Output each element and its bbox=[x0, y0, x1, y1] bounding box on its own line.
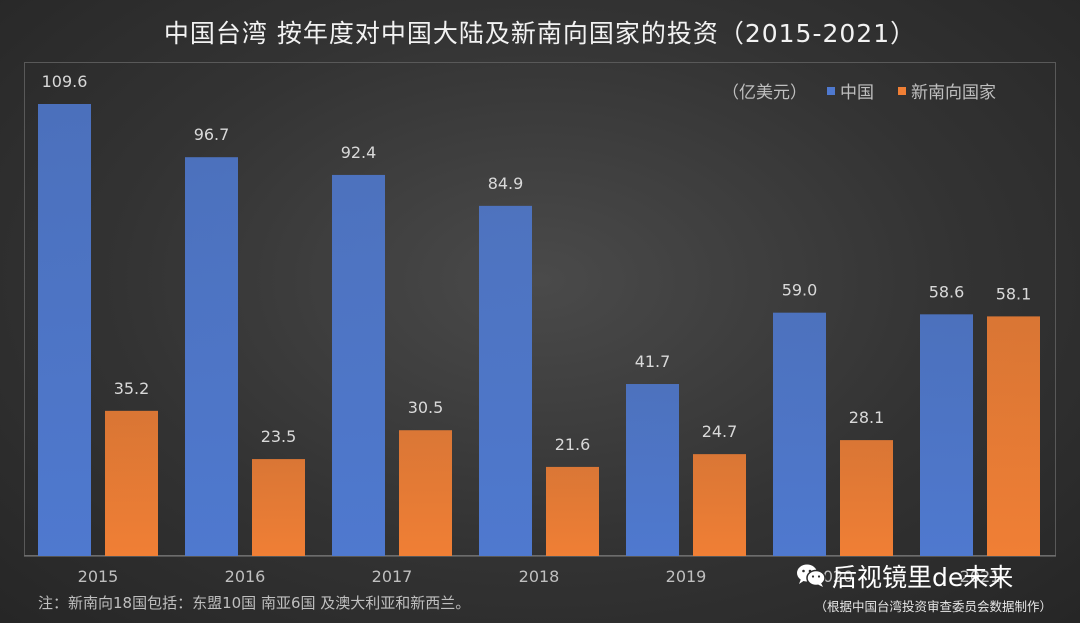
bar-china-2019 bbox=[626, 384, 679, 556]
bar-nsp-2021 bbox=[987, 316, 1040, 556]
legend-swatch-nsp bbox=[898, 86, 906, 95]
bar-nsp-2015 bbox=[105, 410, 158, 556]
legend-item-china: 中国 bbox=[827, 78, 874, 103]
legend-label-nsp: 新南向国家 bbox=[911, 83, 996, 103]
data-label-china-2020: 59.0 bbox=[782, 281, 818, 300]
watermark: 后视镜里de未来 bbox=[796, 558, 1013, 594]
legend-item-nsp: 新南向国家 bbox=[898, 78, 996, 103]
data-label-china-2017: 92.4 bbox=[341, 143, 377, 162]
wechat-icon bbox=[796, 563, 826, 589]
x-tick-label-2018: 2018 bbox=[519, 567, 560, 586]
data-label-nsp-2016: 23.5 bbox=[261, 427, 297, 446]
bar-china-2018 bbox=[479, 205, 532, 556]
data-source: （根据中国台湾投资审查委员会数据制作） bbox=[814, 599, 1052, 614]
footnote: 注：新南向18国包括：东盟10国 南亚6国 及澳大利亚和新西兰。 bbox=[38, 594, 471, 612]
bar-china-2021 bbox=[920, 314, 973, 556]
data-label-china-2021: 58.6 bbox=[929, 282, 965, 301]
data-label-china-2016: 96.7 bbox=[194, 125, 230, 144]
x-tick-label-2019: 2019 bbox=[666, 567, 707, 586]
data-label-nsp-2015: 35.2 bbox=[114, 379, 150, 398]
legend-label-china: 中国 bbox=[840, 83, 874, 103]
chart-title: 中国台湾 按年度对中国大陆及新南向国家的投资（2015-2021） bbox=[163, 19, 917, 48]
legend: （亿美元） 中国 新南向国家 bbox=[722, 78, 1014, 103]
bar-nsp-2020 bbox=[840, 440, 893, 556]
data-label-nsp-2018: 21.6 bbox=[555, 435, 591, 454]
bar-china-2017 bbox=[332, 174, 385, 556]
data-label-china-2018: 84.9 bbox=[488, 174, 524, 193]
bar-nsp-2017 bbox=[399, 430, 452, 556]
legend-unit: （亿美元） bbox=[722, 83, 807, 103]
legend-swatch-china bbox=[827, 86, 835, 95]
watermark-text: 后视镜里de未来 bbox=[832, 563, 1014, 592]
bar-china-2015 bbox=[38, 104, 91, 556]
data-label-nsp-2020: 28.1 bbox=[849, 408, 885, 427]
x-tick-label-2021: 2021 bbox=[960, 567, 1001, 586]
x-tick-label-2016: 2016 bbox=[225, 567, 266, 586]
bar-nsp-2018 bbox=[546, 466, 599, 556]
data-label-china-2015: 109.6 bbox=[42, 72, 88, 91]
data-label-nsp-2019: 24.7 bbox=[702, 422, 738, 441]
x-tick-label-2015: 2015 bbox=[78, 567, 119, 586]
x-tick-label-2017: 2017 bbox=[372, 567, 413, 586]
data-label-china-2019: 41.7 bbox=[635, 352, 671, 371]
bar-china-2020 bbox=[773, 312, 826, 556]
data-label-nsp-2017: 30.5 bbox=[408, 398, 444, 417]
bar-nsp-2016 bbox=[252, 459, 305, 556]
bar-china-2016 bbox=[185, 157, 238, 556]
bar-nsp-2019 bbox=[693, 454, 746, 556]
data-label-nsp-2021: 58.1 bbox=[996, 284, 1032, 303]
